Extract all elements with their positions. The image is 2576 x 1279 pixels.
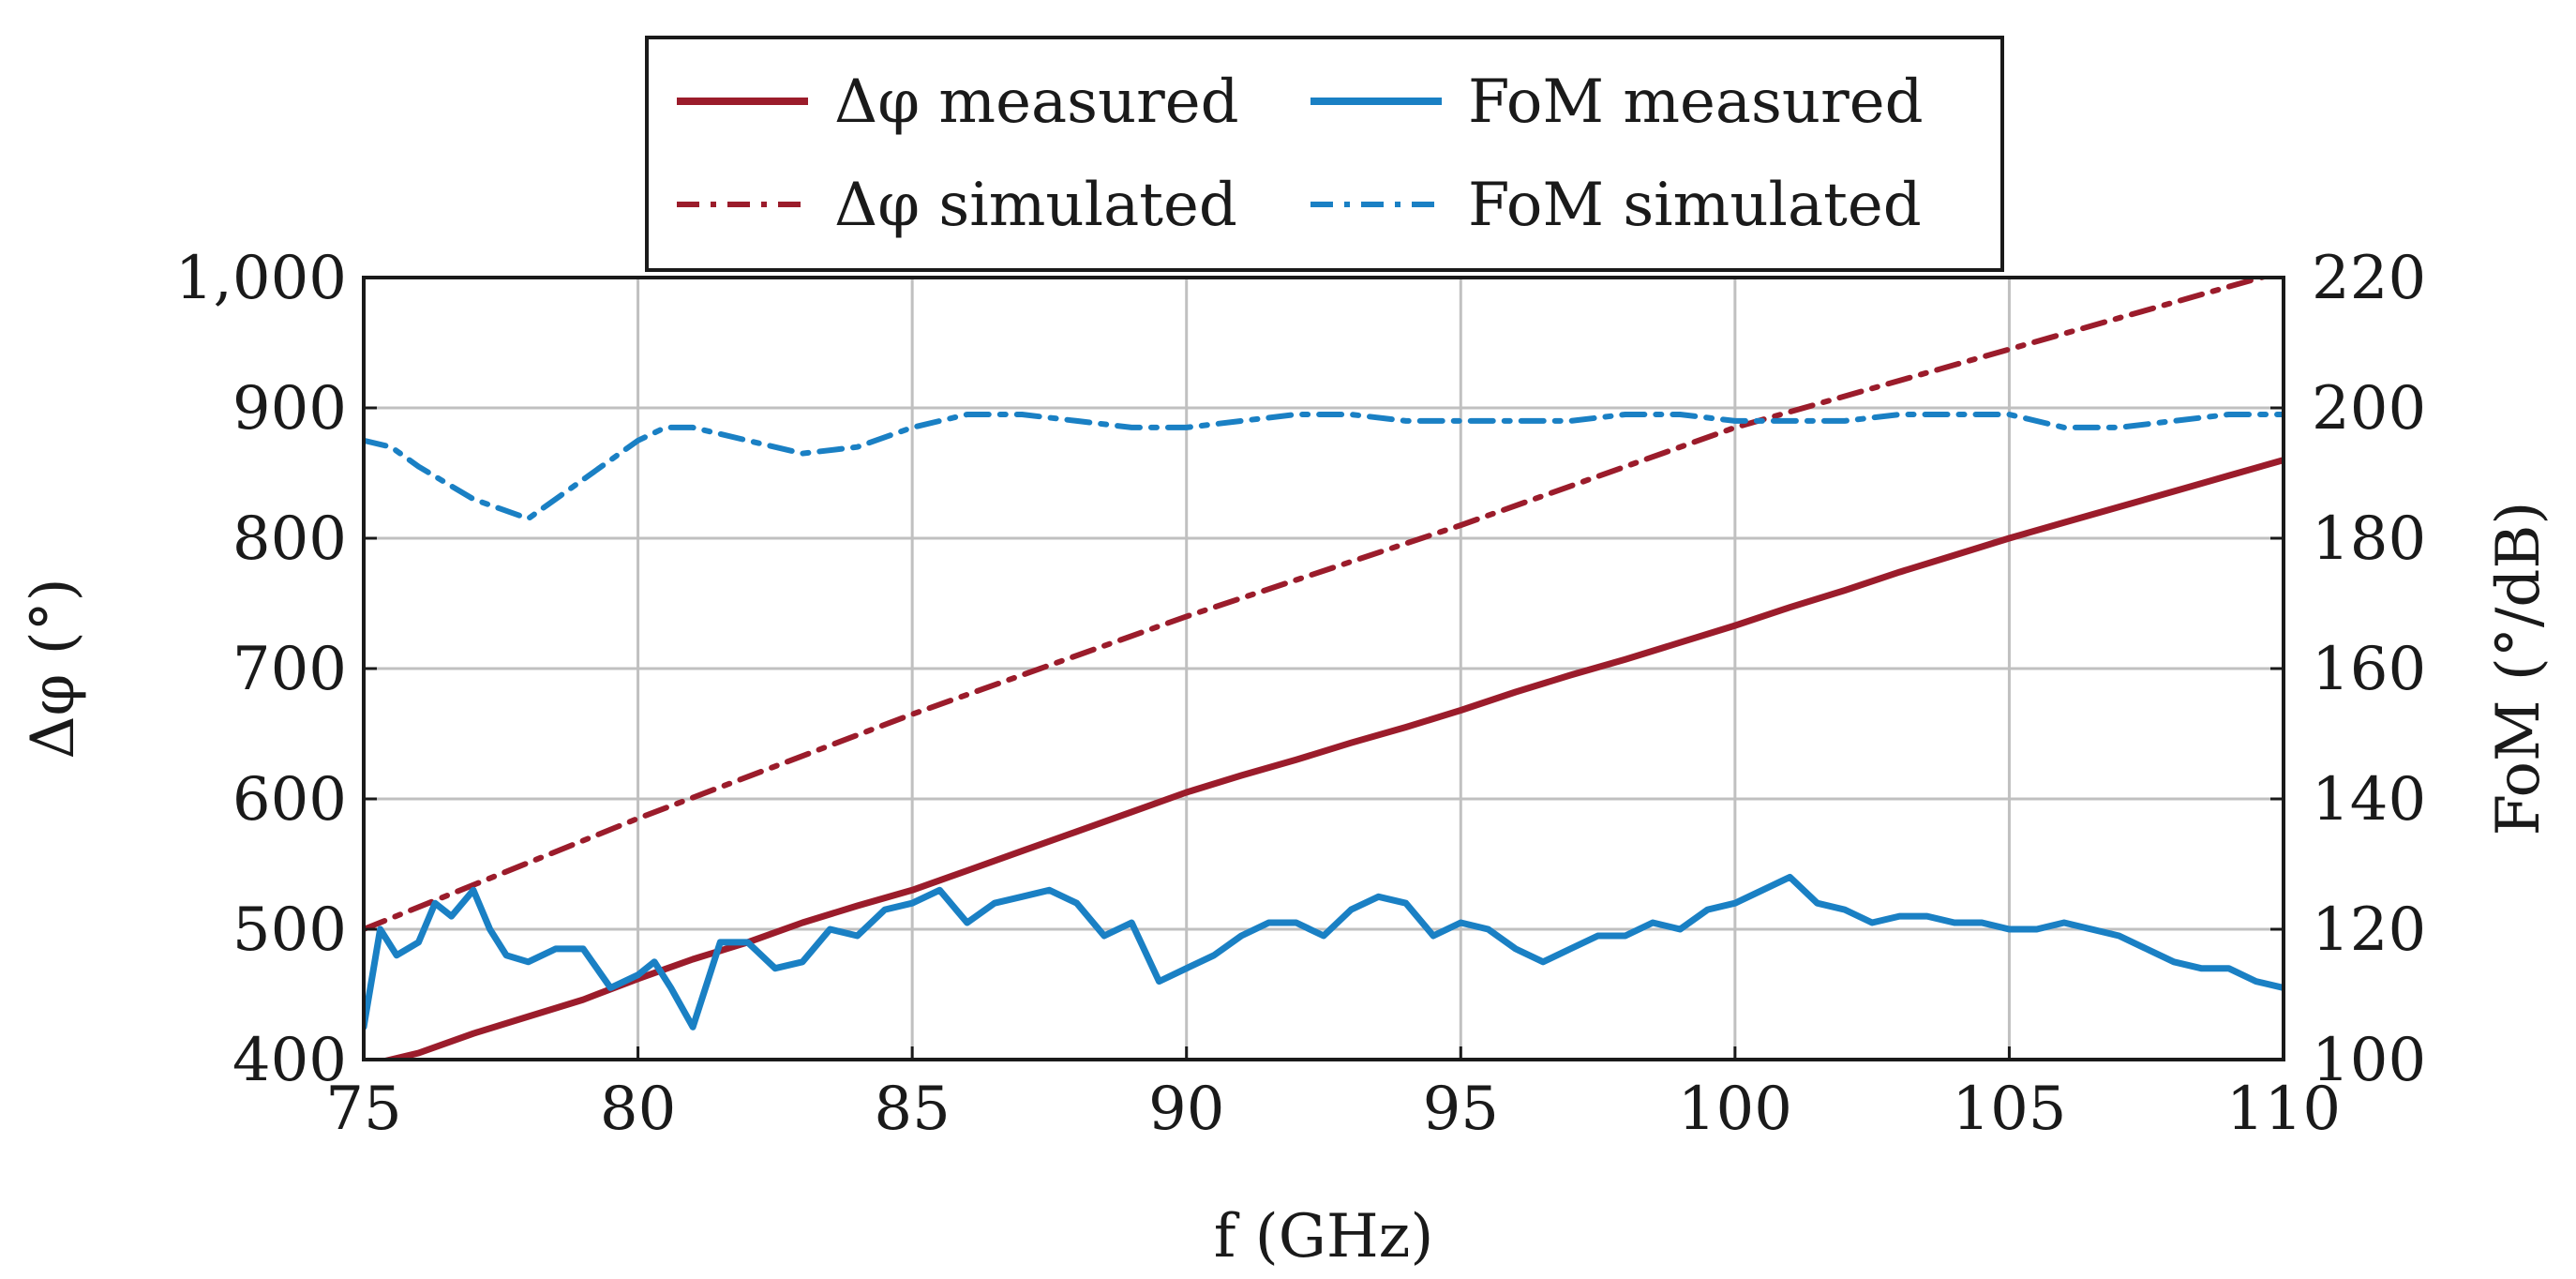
y-axis-left-label: Δφ (°): [19, 578, 88, 759]
y-axis-right-label: FoM (°/dB): [2484, 502, 2554, 836]
y-right-tick-label: 100: [2312, 1026, 2426, 1095]
y-left-tick-label: 700: [232, 635, 347, 704]
x-tick-label: 100: [1678, 1075, 1792, 1144]
series-fom-simulated: [364, 412, 2284, 522]
legend: Δφ measured FoM measured Δφ simulated Fo…: [645, 36, 2004, 272]
series-layer: [364, 278, 2284, 1060]
y-left-tick-label: 800: [232, 504, 347, 574]
series-dphi-simulated: [364, 278, 2271, 932]
grid: [364, 278, 2284, 1060]
x-tick-label: 85: [874, 1075, 950, 1144]
y-right-tick-label: 140: [2312, 765, 2426, 835]
y-right-tick-label: 200: [2312, 374, 2426, 444]
x-tick-label: 110: [2226, 1075, 2341, 1144]
y-right-tick-label: 180: [2312, 504, 2426, 574]
x-tick-label: 80: [600, 1075, 676, 1144]
legend-box: [645, 36, 2004, 272]
series-fom-measured: [364, 873, 2284, 1031]
x-tick-label: 95: [1423, 1075, 1499, 1144]
y-left-tick-label: 500: [232, 895, 347, 965]
y-right-tick-label: 220: [2312, 244, 2426, 313]
legend-label-fom-simulated: FoM simulated: [1468, 171, 1922, 240]
x-tick-label: 105: [1952, 1075, 2066, 1144]
x-tick-label: 75: [325, 1075, 401, 1144]
series-dphi-measured: [377, 457, 2284, 1060]
legend-label-fom-measured: FoM measured: [1468, 68, 1924, 137]
y-left-tick-label: 1,000: [175, 244, 347, 313]
y-right-tick-label: 160: [2312, 635, 2426, 704]
y-left-tick-label: 900: [232, 374, 347, 444]
legend-label-dphi-simulated: Δφ simulated: [834, 171, 1237, 240]
x-tick-label: 90: [1148, 1075, 1224, 1144]
x-axis-label: f (GHz): [1214, 1202, 1434, 1271]
y-right-tick-label: 120: [2312, 895, 2426, 965]
legend-label-dphi-measured: Δφ measured: [834, 68, 1239, 137]
y-left-tick-label: 400: [232, 1026, 347, 1095]
y-left-tick-label: 600: [232, 765, 347, 835]
ticks: 75 80 85 90 95 100 105 110 400 500 600 700 800 900 1,0…: [175, 244, 2426, 1144]
